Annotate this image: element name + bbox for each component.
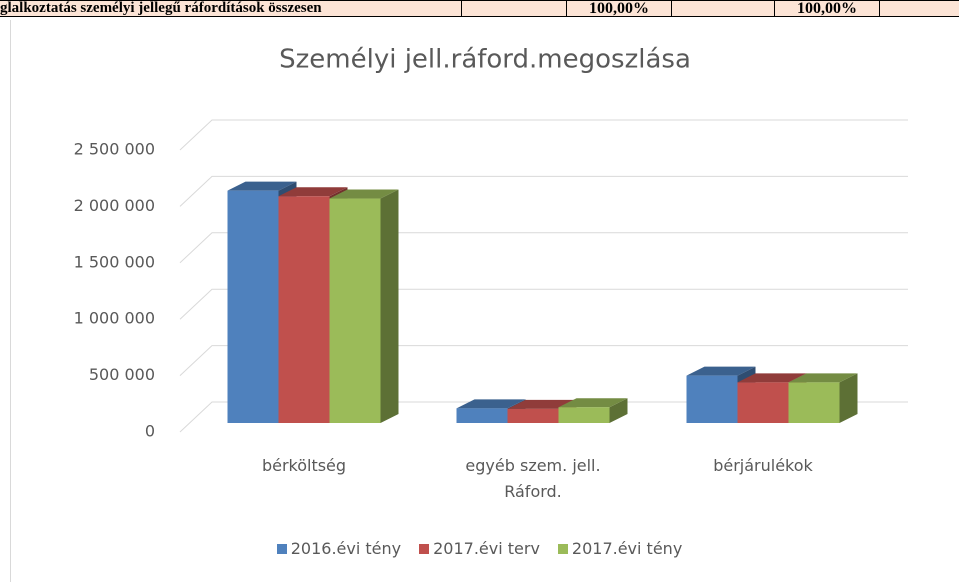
bar [507, 408, 559, 423]
table-cell: 100,00% [567, 0, 672, 17]
y-tick-label: 2 500 000 [74, 140, 155, 159]
legend: 2016.évi tény 2017.évi terv 2017.évi tény [0, 539, 959, 558]
bar [329, 198, 381, 423]
bar [558, 407, 610, 423]
bar [278, 196, 330, 423]
bar [456, 408, 508, 423]
legend-item: 2017.évi terv [419, 539, 540, 558]
grid-line [179, 119, 908, 151]
table-cell [462, 0, 567, 17]
bar-top [227, 181, 297, 191]
y-tick-label: 2 000 000 [74, 196, 155, 215]
legend-swatch [276, 543, 287, 554]
table-cell: glalkoztatás személyi jellegű ráfordítás… [0, 0, 462, 17]
bar-top [507, 399, 577, 409]
grid-line [179, 232, 908, 264]
legend-label: 2017.évi tény [571, 539, 683, 558]
y-tick-label: 0 [145, 422, 155, 441]
bar-top [558, 398, 628, 408]
table-row: glalkoztatás személyi jellegű ráfordítás… [0, 0, 959, 17]
legend-label: 2017.évi terv [433, 539, 540, 558]
bar-top [737, 373, 807, 383]
y-tick-label: 500 000 [89, 365, 155, 384]
legend-item: 2017.évi tény [557, 539, 683, 558]
legend-swatch [557, 543, 568, 554]
bar [686, 375, 738, 423]
x-tick-label: egyéb szem. jell. Ráford. [465, 456, 601, 501]
grid-line [179, 288, 908, 320]
bar-top [686, 366, 756, 376]
x-tick-label: bérjárulékok [713, 456, 813, 475]
grid-line [179, 175, 908, 207]
bar-side [380, 189, 399, 423]
legend-label: 2016.évi tény [290, 539, 402, 558]
bar-side [609, 398, 628, 423]
table-cell [880, 0, 959, 17]
bar [737, 382, 789, 423]
y-tick-label: 1 000 000 [74, 309, 155, 328]
bar-top [278, 187, 348, 197]
bar [788, 382, 840, 423]
grid-line [179, 345, 908, 376]
grid-line [179, 401, 908, 433]
x-tick-label: bérköltség [261, 456, 347, 475]
legend-item: 2016.évi tény [276, 539, 402, 558]
bar-top [329, 189, 399, 199]
bar-side [839, 373, 858, 423]
bar [227, 190, 279, 423]
bar-top [788, 373, 858, 383]
table-cell: 100,00% [775, 0, 880, 17]
legend-swatch [419, 543, 430, 554]
bar-top [456, 399, 526, 409]
y-tick-label: 1 500 000 [74, 252, 155, 271]
chart-frame [10, 20, 959, 582]
chart-title: Személyi jell.ráford.megoszlása [279, 45, 691, 75]
table-cell [672, 0, 775, 17]
